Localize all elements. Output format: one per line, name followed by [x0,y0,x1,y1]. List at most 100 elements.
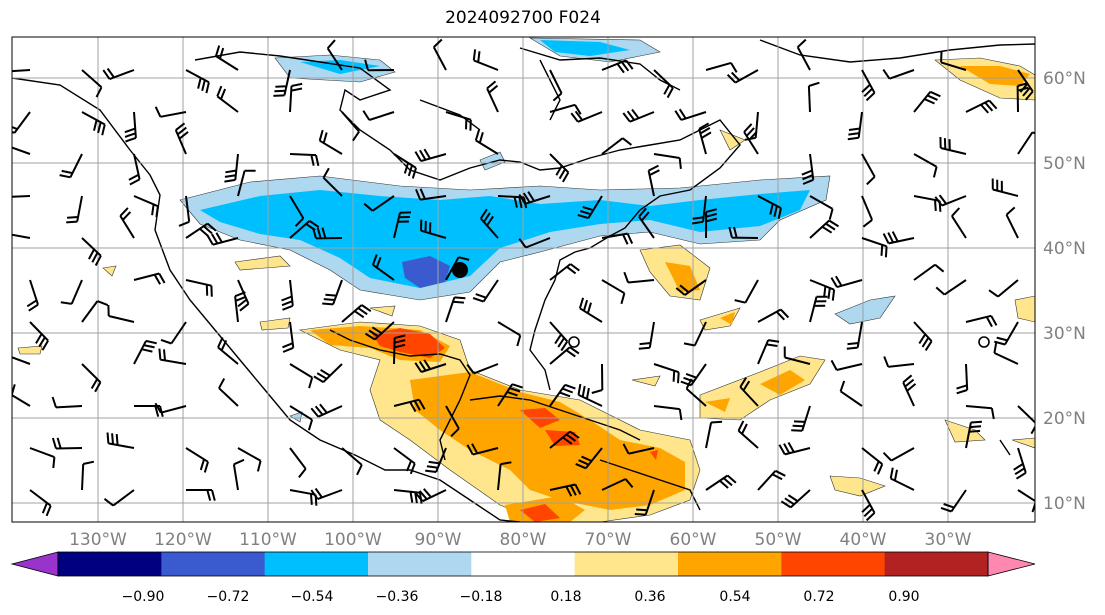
wind-barb [160,321,187,345]
wind-barb [393,447,416,475]
wind-barb [846,321,863,350]
wind-barb [216,85,239,113]
wind-barb [81,300,109,323]
wind-barb [107,304,135,323]
wind-barb [102,67,135,81]
wind-barb [218,378,239,407]
wind-barb [185,222,217,239]
lat-label: 20°N [1043,409,1086,429]
wind-barb [322,279,343,306]
latitude-labels: 60°N 50°N 40°N 30°N 20°N 10°N [1043,69,1086,514]
wind-barb [81,460,95,491]
wind-barb [913,263,945,281]
colorbar-segment [574,552,679,576]
wind-barb [237,279,250,312]
wind-barb [757,195,782,220]
colorbar-frame [57,551,989,577]
wind-barb [993,342,1019,365]
wind-barb [51,396,83,409]
wind-barb [913,90,941,113]
wind-barb [466,363,499,375]
wind-barb [313,363,343,383]
lon-label: 50°W [755,530,802,550]
wind-barb [154,402,187,414]
wind-barb [940,489,967,513]
wind-barb [185,279,213,297]
wind-barb [432,38,447,71]
wind-barb [830,359,863,371]
wind-barb [445,405,460,438]
lat-label: 30°N [1043,324,1086,344]
wind-barb [601,279,626,305]
wind-barb [133,339,157,365]
wind-barb [124,111,137,143]
colorbar-tick-label: −0.90 [122,589,165,605]
wind-barb [680,363,707,387]
wind-barb [653,153,682,170]
wind-barb [578,297,603,323]
wind-barb [965,314,998,328]
wind-barb [861,195,874,228]
wind-barb [861,447,884,475]
wind-barb [638,321,655,350]
wind-barb [12,195,31,198]
wind-barb [783,346,811,365]
wind-barb [364,321,395,341]
map-frame [11,36,1036,523]
wind-barb [289,82,303,113]
wind-barb [393,211,412,239]
wind-barb [861,237,888,258]
wind-barb [549,483,582,497]
wind-barb [474,129,499,155]
lon-label: 80°W [500,530,547,550]
wind-barb [466,443,499,456]
wind-barb [414,148,447,163]
wind-barb [310,403,343,418]
wind-barb [780,489,811,509]
wind-barb [809,295,828,323]
wind-barb [757,469,786,491]
wind-barb [60,279,83,305]
wind-barb [472,49,499,71]
wind-barb [956,363,969,395]
wind-barb [134,405,164,417]
wind-barb [59,153,83,179]
wind-barb [549,263,580,281]
wind-barb [889,467,915,491]
colorbar-extend-low [10,551,59,577]
wind-barb [705,474,737,491]
wind-barb [902,374,917,407]
wind-barb [178,195,191,227]
wind-barb [310,487,343,501]
wind-barb [518,191,551,205]
wind-barb [692,195,707,225]
wind-barb [734,279,759,304]
wind-barb [289,195,305,227]
wind-barb [801,153,815,185]
wind-barb [674,108,707,121]
wind-barb [830,275,863,289]
wind-barb [726,69,759,84]
wind-barb [634,489,655,516]
wind-barb [289,153,320,167]
wind-barb [12,69,31,73]
wind-barb [158,348,187,365]
wind-barb [479,208,499,239]
wind-barb [273,69,291,97]
wind-barb [601,137,633,155]
wind-barb [653,405,683,421]
wind-barb [807,81,820,113]
wind-barb [26,279,39,312]
wind-barb [1017,489,1035,513]
wind-barb [185,447,209,473]
wind-barb [965,99,998,114]
wind-barb [575,447,603,470]
wind-barb [778,442,811,456]
wind-barb [289,363,314,389]
wind-barb [1017,131,1035,155]
wind-barb [549,103,582,115]
wind-barb [647,164,660,197]
wind-barb [577,195,603,220]
wind-barb [965,405,995,420]
